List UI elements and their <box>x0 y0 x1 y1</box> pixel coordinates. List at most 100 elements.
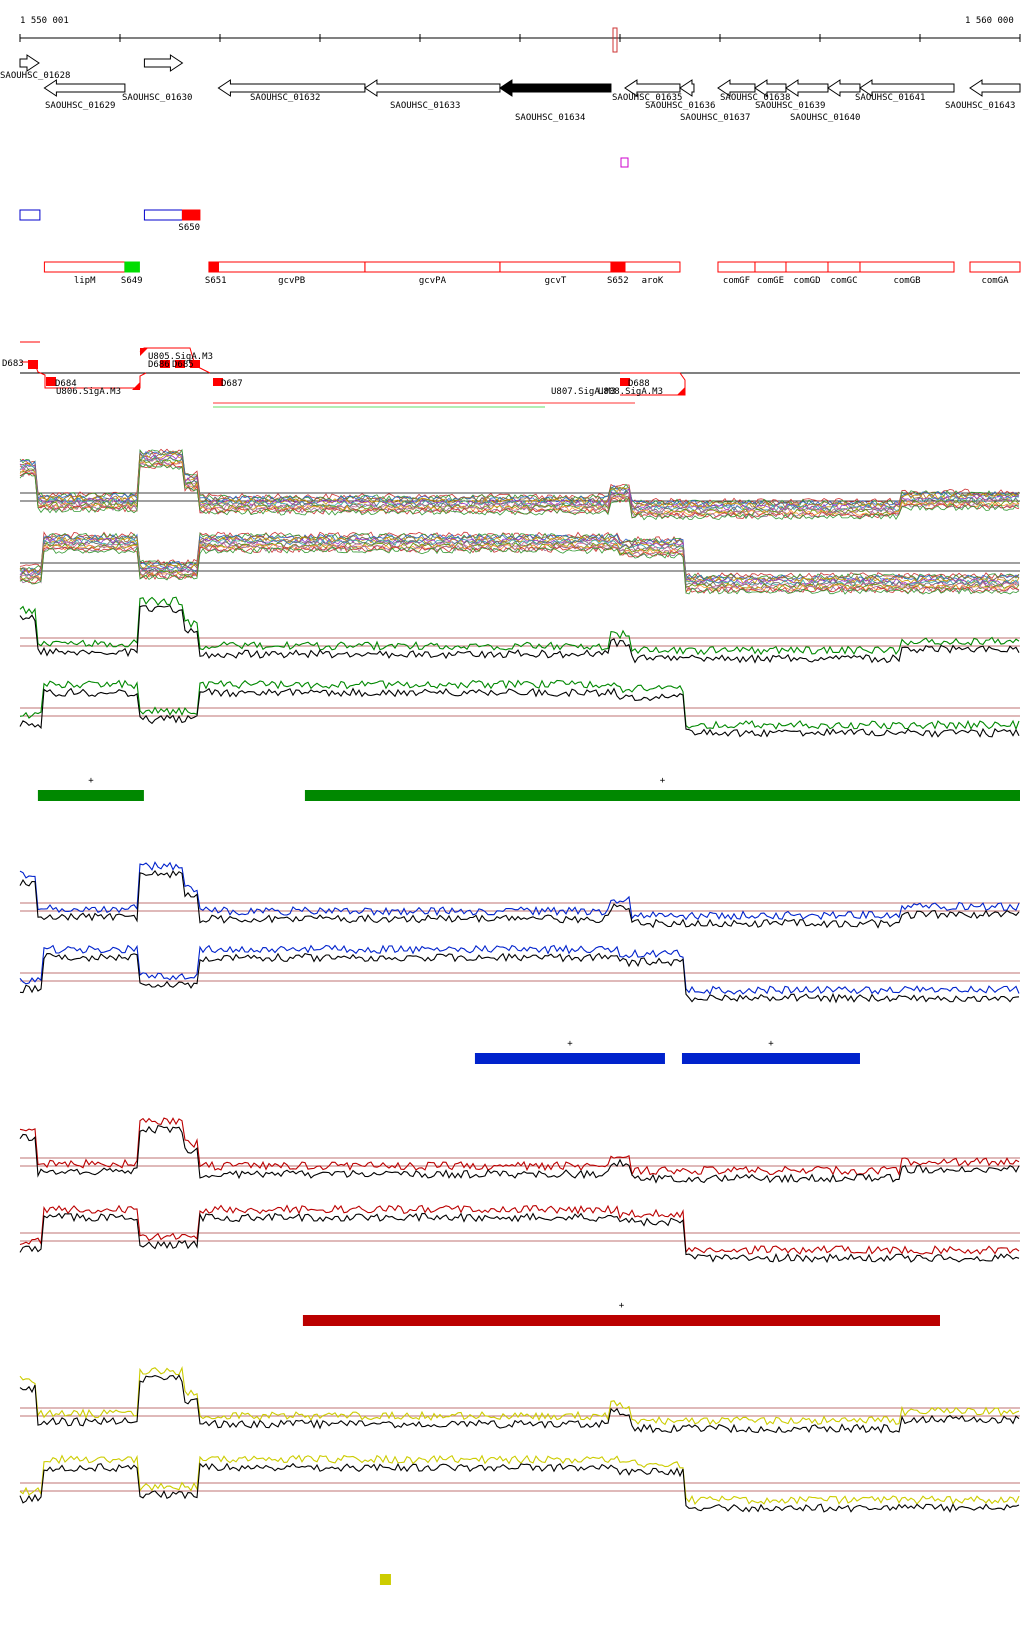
profile-trace <box>19 454 1020 511</box>
annotated-gene-label: gcvT <box>545 276 567 286</box>
gene-label: SAOUHSC_01637 <box>680 113 750 123</box>
annotated-gene-box[interactable] <box>717 261 756 273</box>
annotated-gene-box[interactable] <box>217 261 366 273</box>
tu-label-d685: D685 <box>172 360 194 370</box>
gene-arrow[interactable] <box>499 79 612 97</box>
profile-trace <box>19 679 1020 731</box>
transcription-unit-track: D683 D684 U806.SigA.M3 U805.SigA.M3 D686… <box>2 341 1020 408</box>
condition-bar-marker: + <box>88 776 94 786</box>
profile-trace <box>19 546 1020 595</box>
profile-trace <box>19 539 1020 588</box>
magenta-feature-marker <box>620 157 629 168</box>
annotated-gene-box[interactable] <box>754 261 787 273</box>
gene-arrow[interactable] <box>785 79 829 97</box>
feature-box[interactable] <box>181 209 201 221</box>
annotated-gene-label: aroK <box>642 276 664 286</box>
annotated-gene-box[interactable] <box>499 261 612 273</box>
segment-block[interactable] <box>124 261 140 273</box>
profile-trace <box>19 687 1020 738</box>
annotated-gene-label: comGF <box>723 276 750 286</box>
segment-label: S651 <box>205 276 227 286</box>
gene-label: SAOUHSC_01635 <box>612 93 682 103</box>
gene-label: SAOUHSC_01643 <box>945 101 1015 111</box>
annotated-gene-box[interactable] <box>969 261 1021 273</box>
gene-arrow[interactable] <box>679 79 695 97</box>
segment-label: S649 <box>121 276 143 286</box>
tu-label-u806: U806.SigA.M3 <box>56 387 121 397</box>
annotated-gene-box[interactable] <box>43 261 126 273</box>
condition-bar[interactable] <box>304 790 1021 801</box>
profile-trace <box>19 450 1020 508</box>
gene-label: SAOUHSC_01629 <box>45 101 115 111</box>
condition-bar-marker: + <box>567 1039 573 1049</box>
profile-trace <box>19 604 1020 664</box>
gene-arrow[interactable] <box>19 54 40 72</box>
condition-bar[interactable] <box>37 790 144 801</box>
expression-profiles <box>19 448 1020 1513</box>
profile-trace <box>19 1454 1020 1505</box>
segment-label: S652 <box>607 276 629 286</box>
condition-bar[interactable] <box>474 1053 665 1064</box>
profile-trace <box>19 463 1020 521</box>
gene-arrow[interactable] <box>364 79 501 97</box>
annotated-gene-box[interactable] <box>827 261 861 273</box>
gene-arrow[interactable] <box>143 54 184 72</box>
annotated-gene-label: gcvPA <box>419 276 447 286</box>
gene-label: SAOUHSC_01640 <box>790 113 860 123</box>
tu-label-d688: D688 <box>628 379 650 389</box>
gene-arrow[interactable] <box>859 79 955 97</box>
gene-label: SAOUHSC_01638 <box>720 93 790 103</box>
annotated-gene-label: comGB <box>893 276 920 286</box>
profile-trace <box>19 544 1020 593</box>
annotated-gene-box[interactable] <box>785 261 829 273</box>
gene-arrow[interactable] <box>217 79 366 97</box>
feature-box[interactable] <box>19 209 41 221</box>
tu-label-u807: U807.SigA.M3 <box>551 387 616 397</box>
profile-trace <box>19 453 1020 510</box>
profile-trace <box>19 1374 1020 1434</box>
annotated-gene-box[interactable] <box>364 261 501 273</box>
selection-marker <box>612 27 618 53</box>
segment-block[interactable] <box>208 261 219 273</box>
annotated-gene-label: lipM <box>74 276 96 286</box>
condition-bar-marker: + <box>660 776 666 786</box>
gene-arrow[interactable] <box>754 79 787 97</box>
gene-label: SAOUHSC_01630 <box>122 93 192 103</box>
gene-label: SAOUHSC_01639 <box>755 101 825 111</box>
condition-bars: + + + + + <box>37 776 1021 1585</box>
profile-trace <box>19 462 1020 520</box>
condition-bar[interactable] <box>302 1315 940 1326</box>
tu-label-d684: D684 <box>55 379 77 389</box>
tu-label-d687: D687 <box>221 379 243 389</box>
profile-trace <box>19 1366 1020 1426</box>
annotated-gene-box[interactable] <box>624 261 681 273</box>
profile-trace <box>19 869 1020 929</box>
profile-trace <box>19 456 1020 513</box>
profile-trace <box>19 536 1020 585</box>
gene-arrow[interactable] <box>717 79 756 97</box>
condition-bar-marker: + <box>768 1039 774 1049</box>
gene-arrow[interactable] <box>624 79 681 97</box>
tu-label-u805: U805.SigA.M3 <box>148 352 213 362</box>
segment-block[interactable] <box>610 261 626 273</box>
feature-box[interactable] <box>143 209 183 221</box>
profile-trace <box>19 1212 1020 1264</box>
tu-label-d683: D683 <box>2 359 24 369</box>
profile-trace <box>19 1124 1020 1184</box>
tu-label-u808: U808.SigA.M3 <box>598 387 663 397</box>
gene-label: SAOUHSC_01633 <box>390 101 460 111</box>
ruler-end-label: 1 560 000 <box>965 16 1014 26</box>
profile-trace <box>19 944 1020 995</box>
profile-trace <box>19 596 1020 656</box>
gene-arrow[interactable] <box>827 79 861 97</box>
annotated-gene-label: comGA <box>981 276 1009 286</box>
gene-arrow[interactable] <box>43 79 126 97</box>
tu-label-d686: D686 <box>148 360 170 370</box>
gene-arrow[interactable] <box>969 79 1021 97</box>
annotated-gene-box[interactable] <box>859 261 955 273</box>
condition-bar[interactable] <box>379 1574 391 1585</box>
gene-label: SAOUHSC_01634 <box>515 113 585 123</box>
profile-trace <box>19 1117 1020 1177</box>
condition-bar[interactable] <box>681 1053 860 1064</box>
